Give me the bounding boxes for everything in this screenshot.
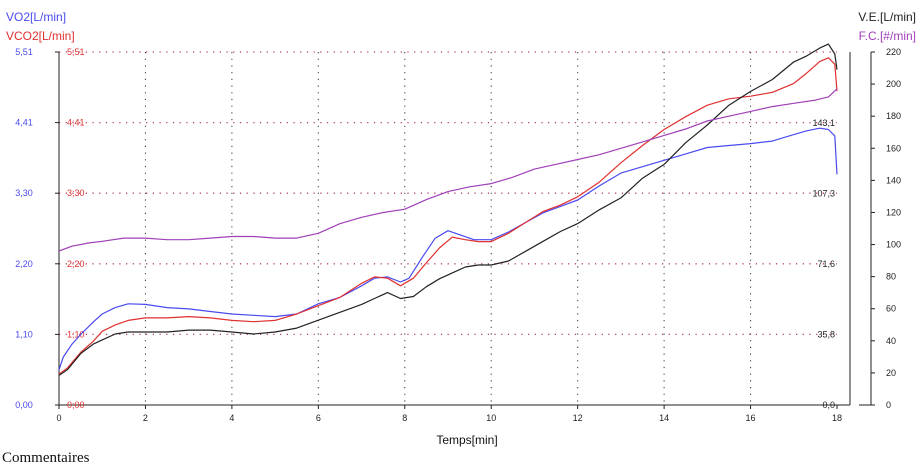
ve-tick-label: 143,1 xyxy=(812,118,835,128)
vo2-tick-label: 0,00 xyxy=(15,400,33,410)
x-tick-label: 16 xyxy=(746,413,756,423)
x-tick-label: 18 xyxy=(832,413,842,423)
x-axis-title: Temps[min] xyxy=(436,433,497,447)
fc-tick-label: 40 xyxy=(886,336,896,346)
series-lines xyxy=(58,43,838,376)
ticks: 0 2 4 6 8 10 12 14 16 180,001,102,203,304,415,510… xyxy=(15,47,901,423)
x-tick-label: 6 xyxy=(316,413,321,423)
grid xyxy=(59,51,837,405)
x-tick-label: 8 xyxy=(402,413,407,423)
vco2-axis-title: VCO2[L/min] xyxy=(6,29,75,43)
ve-tick-label: 71,6 xyxy=(817,259,835,269)
vco2-tick-label: 4;41 xyxy=(67,118,85,128)
x-tick-label: 12 xyxy=(573,413,583,423)
vo2-tick-label: 2,20 xyxy=(15,259,33,269)
vo2-tick-label: 5,51 xyxy=(15,47,33,57)
x-tick-label: 0 xyxy=(56,413,61,423)
fc-tick-label: 200 xyxy=(886,79,901,89)
fc-line xyxy=(58,88,838,252)
fc-tick-label: 60 xyxy=(886,304,896,314)
ve-tick-label: 107,3 xyxy=(812,188,835,198)
fc-tick-label: 20 xyxy=(886,368,896,378)
comments-label: Commentaires xyxy=(2,450,90,466)
vo2-axis-title: VO2[L/min] xyxy=(6,10,66,24)
fc-tick-label: 140 xyxy=(886,175,901,185)
x-tick-label: 10 xyxy=(486,413,496,423)
fc-tick-label: 120 xyxy=(886,207,901,217)
vco2-tick-label: 0;00 xyxy=(67,400,85,410)
axes xyxy=(58,52,872,406)
x-tick-label: 14 xyxy=(659,413,669,423)
ve-axis-title: V.E.[L/min] xyxy=(858,10,916,24)
vco2-tick-label: 1;10 xyxy=(67,329,85,339)
fc-axis-title: F.C.[#/min] xyxy=(859,29,916,43)
vo2-line xyxy=(58,127,838,370)
vco2-tick-label: 2;20 xyxy=(67,259,85,269)
fc-tick-label: 100 xyxy=(886,240,901,250)
vo2-tick-label: 3,30 xyxy=(15,188,33,198)
vco2-tick-label: 5;51 xyxy=(67,47,85,57)
fc-tick-label: 180 xyxy=(886,111,901,121)
ve-line xyxy=(58,43,838,376)
fc-tick-label: 80 xyxy=(886,272,896,282)
vco2-tick-label: 3;30 xyxy=(67,188,85,198)
vo2-tick-label: 4,41 xyxy=(15,118,33,128)
x-tick-label: 4 xyxy=(229,413,234,423)
ve-tick-label: 0,0 xyxy=(822,400,835,410)
vco2-line xyxy=(58,57,838,375)
x-tick-label: 2 xyxy=(143,413,148,423)
fc-tick-label: 220 xyxy=(886,47,901,57)
vo2-tick-label: 1,10 xyxy=(15,329,33,339)
fc-tick-label: 160 xyxy=(886,143,901,153)
fc-tick-label: 0 xyxy=(886,400,891,410)
ve-tick-label: 35,8 xyxy=(817,329,835,339)
